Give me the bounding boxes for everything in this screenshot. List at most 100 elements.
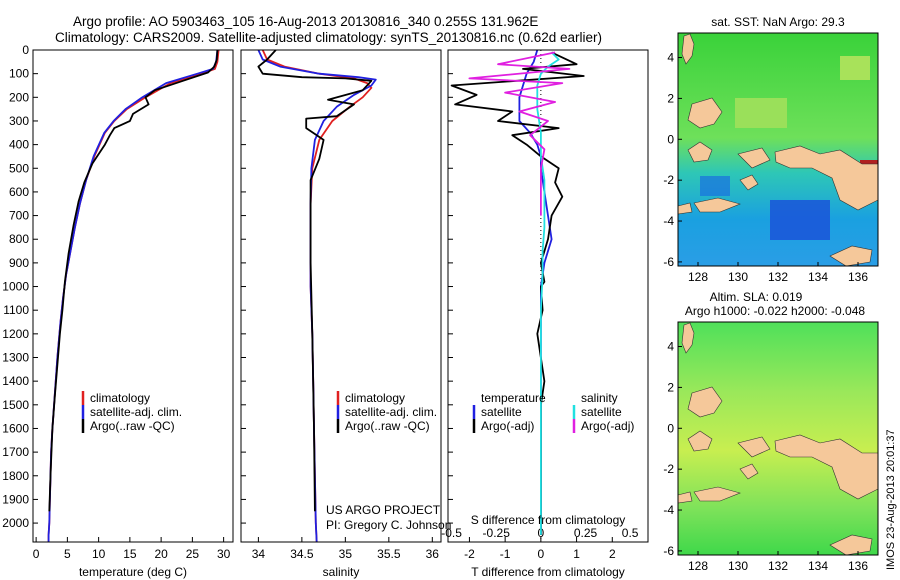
x-tick-label: 15 (123, 547, 137, 561)
sst-warm-patch-group (700, 56, 878, 240)
difference-legend: temperature satellite Argo(-adj) salinit… (472, 391, 634, 433)
y-tick-label: 200 (9, 90, 29, 104)
y-tick-label: 1800 (2, 469, 29, 483)
y-tick-label: 1700 (2, 445, 29, 459)
x-tick-label: 10 (92, 547, 106, 561)
y-tick-label: 800 (9, 232, 29, 246)
y-tick-label: 300 (9, 114, 29, 128)
t-difference-axis-label: T difference from climatology (471, 565, 625, 579)
x-tick-label: 20 (154, 547, 168, 561)
x-tick-label: -1 (500, 547, 511, 561)
legend-label-t-satellite: satellite (481, 405, 522, 419)
salinity-panel: 34 34.5 35 35.5 36 climatology satellite-adj… (240, 49, 451, 579)
difference-series-group (450, 49, 585, 535)
map-x-tick-label: 136 (848, 559, 868, 573)
s-tick-label: 0.25 (574, 526, 598, 540)
y-tick-label: 2000 (2, 516, 29, 530)
map-y-tick-label: -2 (663, 462, 674, 476)
legend-label-argo: Argo(..raw -QC) (345, 419, 430, 433)
project-credit: US ARGO PROJECT (326, 503, 441, 517)
difference-axis-ticks: -2 -1 0 1 2-0.5 -0.25 0 0.25 0.5 (441, 49, 639, 561)
difference-plot-frame (447, 49, 649, 543)
y-tick-label: 1200 (2, 327, 29, 341)
legend-label-salinity: salinity (581, 391, 618, 405)
map-y-tick-label: -6 (663, 255, 674, 269)
sst-warm-patch (840, 56, 870, 80)
x-tick-label: 1 (573, 547, 580, 561)
series-line-salinity-argo-adj (468, 51, 571, 216)
map-x-tick-label: 128 (688, 270, 708, 284)
map-x-tick-label: 130 (728, 559, 748, 573)
land-island (687, 141, 713, 163)
x-tick-label: 25 (186, 547, 200, 561)
legend-label-argo: Argo(..raw -QC) (90, 419, 175, 433)
y-tick-label: 600 (9, 185, 29, 199)
imos-timestamp: IMOS 23-Aug-2013 20:01:37 (885, 429, 897, 570)
y-tick-label: 1500 (2, 398, 29, 412)
sst-map-panel: sat. SST: NaN Argo: 29.3 128 130 132 134 136… (663, 15, 879, 284)
map-x-tick-label: 130 (728, 270, 748, 284)
map-x-tick-label: 132 (768, 270, 788, 284)
land-halmahera (681, 322, 695, 354)
map-y-tick-label: 0 (667, 421, 674, 435)
map-y-tick-label: 2 (667, 380, 674, 394)
sla-map-subtitle: Argo h1000: -0.022 h2000: -0.048 (685, 304, 865, 318)
y-tick-label: 0 (22, 43, 29, 57)
y-tick-label: 1600 (2, 421, 29, 435)
land-island (687, 97, 723, 129)
sst-map-axis-ticks: 128 130 132 134 136 4 2 0 -2 -4 -6 (663, 51, 868, 284)
sla-map-axis-ticks: 128 130 132 134 136 4 2 0 -2 -4 -6 (663, 340, 868, 573)
x-tick-label: 34 (252, 547, 266, 561)
sst-warm-patch (735, 98, 787, 128)
legend-label-t-argo: Argo(-adj) (481, 419, 534, 433)
y-tick-label: 400 (9, 138, 29, 152)
map-y-tick-label: 0 (667, 132, 674, 146)
y-tick-label: 1000 (2, 280, 29, 294)
sst-map-title: sat. SST: NaN Argo: 29.3 (711, 15, 845, 29)
land-aru (829, 534, 873, 556)
s-tick-label: 0.5 (622, 526, 639, 540)
land-halmahera (681, 33, 695, 65)
land-island (739, 463, 759, 480)
sst-cool-patch (770, 200, 830, 240)
map-x-tick-label: 134 (808, 559, 828, 573)
series-line-climatology (47, 49, 220, 542)
y-tick-label: 700 (9, 209, 29, 223)
sla-land-group (677, 322, 879, 556)
map-y-tick-label: 2 (667, 91, 674, 105)
map-x-tick-label: 134 (808, 270, 828, 284)
x-tick-label: -2 (464, 547, 475, 561)
difference-panel: -2 -1 0 1 2-0.5 -0.25 0 0.25 0.5 temperature sat… (441, 49, 649, 579)
y-tick-label: 1300 (2, 351, 29, 365)
salinity-legend: climatology satellite-adj. clim. Argo(..… (336, 391, 437, 433)
map-y-tick-label: -2 (663, 173, 674, 187)
sst-cool-patch (700, 176, 730, 196)
land-new-guinea (774, 434, 879, 500)
header-line-1: Argo profile: AO 5903463_105 16-Aug-2013… (73, 14, 538, 29)
sla-map-panel: Altim. SLA: 0.019 Argo h1000: -0.022 h20… (663, 290, 879, 573)
land-new-guinea (774, 145, 879, 211)
legend-label-climatology: climatology (90, 391, 150, 405)
x-tick-label: 35.5 (377, 547, 401, 561)
salinity-series-group (257, 49, 377, 543)
temperature-x-axis-label: temperature (deg C) (79, 565, 187, 579)
legend-label-satellite: satellite-adj. clim. (90, 405, 182, 419)
series-line-argo-raw-qc (48, 49, 219, 512)
map-y-tick-label: -4 (663, 503, 674, 517)
land-seram (693, 486, 741, 502)
x-tick-label: 34.5 (290, 547, 314, 561)
y-tick-label: 900 (9, 256, 29, 270)
temperature-plot-frame (32, 49, 234, 543)
land-island (739, 174, 759, 191)
land-seram (693, 197, 741, 213)
x-tick-label: 5 (64, 547, 71, 561)
y-tick-label: 1900 (2, 492, 29, 506)
temperature-series-group (47, 49, 220, 542)
temperature-legend: climatology satellite-adj. clim. Argo(..… (81, 391, 182, 433)
map-x-tick-label: 128 (688, 559, 708, 573)
x-tick-label: 2 (609, 547, 616, 561)
salinity-plot-frame (240, 49, 442, 543)
s-tick-label: -0.25 (483, 526, 511, 540)
land-island (687, 430, 713, 452)
